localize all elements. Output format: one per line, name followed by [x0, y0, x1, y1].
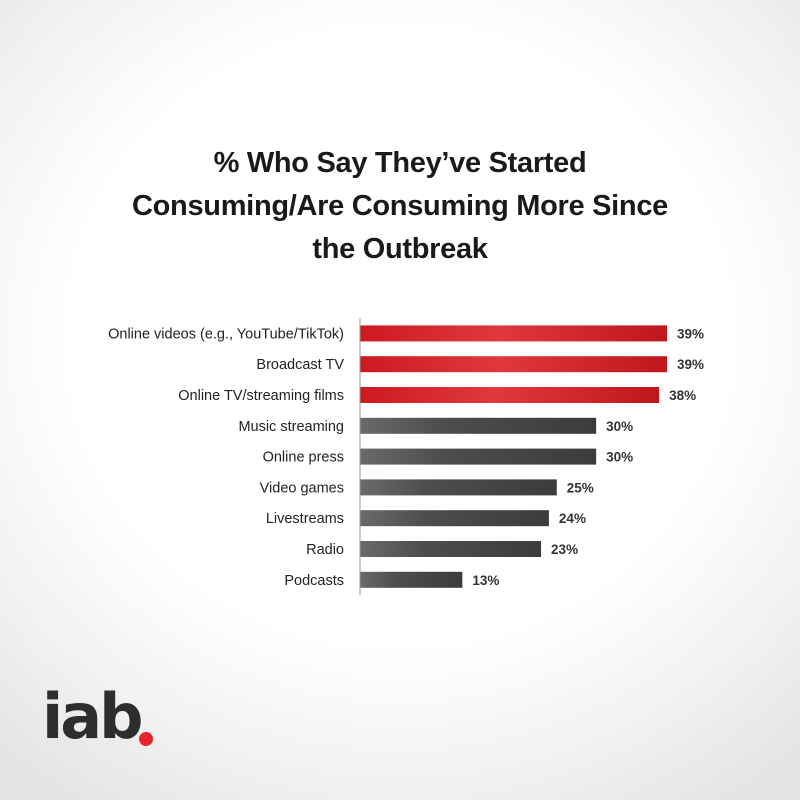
category-label-1: Online videos (e.g., YouTube/TikTok)	[108, 326, 344, 342]
bar-6	[360, 479, 557, 496]
category-label-5: Online press	[263, 450, 344, 466]
category-label-4: Music streaming	[238, 419, 344, 435]
bar-2	[360, 356, 667, 373]
chart-title-line-2: Consuming/Are Consuming More Since	[131, 190, 668, 222]
bar-7	[360, 510, 549, 527]
category-label-3: Online TV/streaming films	[178, 388, 344, 404]
value-label-2: 39%	[677, 357, 704, 372]
chart-title-line-3: the Outbreak	[312, 233, 488, 265]
value-label-5: 30%	[606, 450, 633, 465]
value-label-9: 13%	[472, 573, 499, 588]
value-label-6: 25%	[567, 480, 594, 495]
chart-title-line-1: % Who Say They’ve Started	[213, 147, 587, 179]
bar-5	[360, 448, 597, 465]
bar-4	[360, 417, 597, 434]
value-label-7: 24%	[559, 511, 586, 526]
bar-8	[360, 541, 542, 557]
category-label-6: Video games	[260, 480, 344, 496]
iab-logo: iab	[42, 686, 182, 756]
category-label-8: Radio	[306, 542, 344, 558]
value-label-3: 38%	[669, 388, 696, 403]
bar-9	[360, 571, 463, 588]
bar-1	[360, 325, 667, 342]
category-label-7: Livestreams	[266, 511, 344, 527]
value-label-4: 30%	[606, 419, 633, 434]
category-label-9: Podcasts	[284, 573, 344, 589]
value-label-8: 23%	[551, 542, 578, 557]
category-label-2: Broadcast TV	[256, 357, 344, 373]
logo-dot	[139, 732, 153, 746]
bar-3	[360, 387, 660, 403]
value-label-1: 39%	[677, 326, 704, 341]
logo-text: iab	[42, 680, 143, 753]
chart-title: % Who Say They’ve Started Consuming/Are …	[60, 142, 740, 271]
